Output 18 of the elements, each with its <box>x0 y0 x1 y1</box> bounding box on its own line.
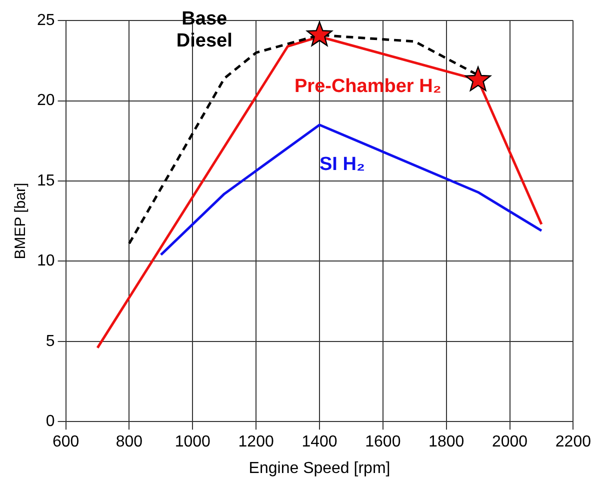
x-tick-label: 1000 <box>174 434 211 451</box>
y-tick-label: 20 <box>37 92 55 110</box>
y-tick-label: 10 <box>37 252 55 270</box>
x-tick-label: 800 <box>116 434 143 451</box>
x-tick-label: 2200 <box>555 434 592 451</box>
x-tick-label: 1400 <box>302 434 338 451</box>
x-tick-label: 600 <box>52 434 80 451</box>
x-axis-title: Engine Speed [rpm] <box>248 460 390 477</box>
x-tick-label: 1200 <box>238 434 274 451</box>
y-tick-label: 25 <box>37 12 55 30</box>
y-axis-title: BMEP [bar] <box>12 182 30 260</box>
series-label: SI H₂ <box>320 154 365 176</box>
x-tick-label: 1800 <box>428 434 464 451</box>
x-tick-label: 2000 <box>492 434 528 451</box>
y-tick-label: 15 <box>37 172 55 190</box>
y-tick-label: 5 <box>46 332 55 350</box>
x-tick-label: 1600 <box>365 434 401 451</box>
y-tick-label: 0 <box>46 413 55 430</box>
